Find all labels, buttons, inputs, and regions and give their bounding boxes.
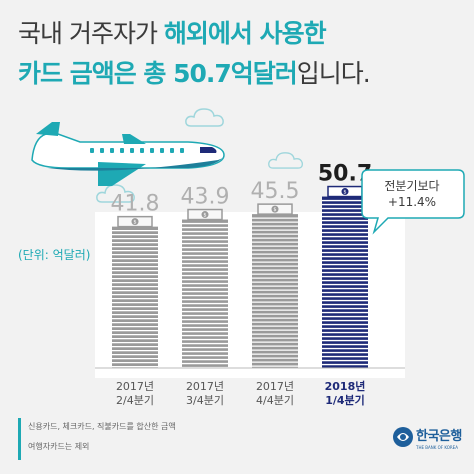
headline-line-1: 국내 거주자가 해외에서 사용한 bbox=[18, 14, 458, 54]
svg-text:$: $ bbox=[203, 212, 206, 218]
footnote-1: 신용카드, 체크카드, 직불카드를 합산한 금액 bbox=[28, 422, 176, 431]
svg-text:$: $ bbox=[133, 219, 136, 225]
banknote-icon: $ bbox=[117, 215, 153, 228]
headline-plain-1: 국내 거주자가 bbox=[18, 19, 164, 48]
category-year-3: 2018년 bbox=[325, 379, 366, 393]
cloud-icon bbox=[96, 184, 135, 203]
callout-line-1: 전분기보다 bbox=[384, 179, 440, 193]
headline: 국내 거주자가 해외에서 사용한 카드 금액은 총 50.7억달러입니다. bbox=[18, 14, 458, 94]
unit-label: (단위: 억달러) bbox=[18, 248, 91, 262]
headline-accent-2: 카드 금액은 총 50.7억달러 bbox=[18, 59, 298, 88]
callout-bubble bbox=[361, 169, 465, 235]
cloud-icon bbox=[185, 108, 224, 127]
headline-plain-2: 입니다. bbox=[296, 59, 371, 88]
svg-text:$: $ bbox=[273, 207, 276, 213]
bars-group: $ $ $ $ bbox=[112, 185, 368, 369]
bar-body bbox=[182, 219, 228, 368]
callout-line-2: +11.4% bbox=[387, 195, 437, 209]
bank-emblem-icon bbox=[393, 427, 413, 447]
footnote-accent-bar bbox=[18, 418, 21, 460]
category-year-1: 2017년 bbox=[186, 380, 224, 393]
banknote-icon: $ bbox=[257, 203, 293, 215]
bar-body bbox=[252, 214, 298, 368]
bar-2: $ bbox=[252, 203, 298, 368]
category-year-2: 2017년 bbox=[256, 380, 294, 393]
category-quarter-3: 1/4분기 bbox=[325, 393, 365, 407]
banknote-icon: $ bbox=[187, 208, 223, 221]
banknote-icon: $ bbox=[327, 185, 363, 198]
category-quarter-2: 4/4분기 bbox=[256, 394, 294, 407]
brand-name: 한국은행 bbox=[416, 429, 462, 444]
callout-text: 전분기보다 +11.4% bbox=[372, 178, 452, 210]
headline-line-2: 카드 금액은 총 50.7억달러입니다. bbox=[18, 54, 458, 94]
airplane-icon bbox=[31, 122, 225, 186]
bar-0: $ bbox=[112, 215, 158, 368]
brand-subtitle: THE BANK OF KOREA bbox=[416, 445, 458, 450]
headline-accent-1: 해외에서 사용한 bbox=[163, 19, 327, 48]
bar-1: $ bbox=[182, 208, 228, 369]
bank-of-korea-logo: 한국은행 THE BANK OF KOREA bbox=[390, 420, 470, 460]
category-quarter-0: 2/4분기 bbox=[116, 394, 154, 407]
value-label-2: 45.5 bbox=[251, 179, 300, 204]
category-year-0: 2017년 bbox=[116, 380, 154, 393]
category-quarter-1: 3/4분기 bbox=[186, 394, 224, 407]
value-label-1: 43.9 bbox=[181, 185, 230, 210]
bar-3: $ bbox=[322, 185, 368, 368]
cloud-icon bbox=[268, 152, 304, 169]
value-label-0: 41.8 bbox=[111, 192, 160, 217]
footnote-2: 여행자카드는 제외 bbox=[28, 442, 90, 451]
svg-text:$: $ bbox=[343, 189, 346, 195]
